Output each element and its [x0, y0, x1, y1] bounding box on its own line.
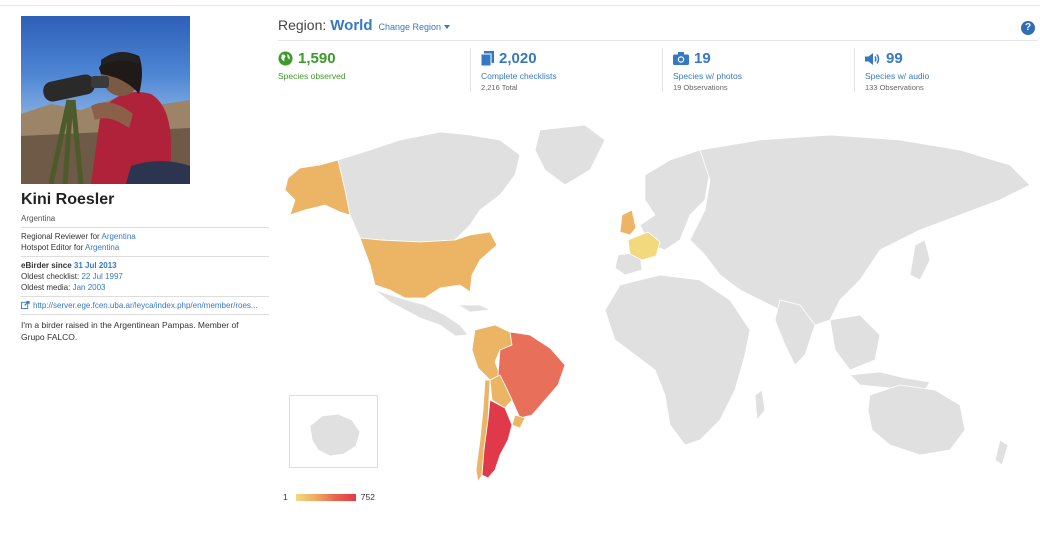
map-uk[interactable] — [619, 209, 637, 236]
map-japan[interactable] — [909, 239, 931, 281]
role-hotspot-label: Hotspot Editor for — [21, 243, 86, 252]
stat-species-photos-label: Species w/ photos — [673, 71, 742, 81]
oldest-media-link[interactable]: Jan 2003 — [72, 283, 106, 292]
legend-min: 1 — [283, 492, 288, 502]
region-label: Region: — [278, 17, 327, 33]
map-legend: 1 752 — [283, 492, 375, 502]
profile-country: Argentina — [21, 214, 269, 228]
map-antarctica[interactable] — [309, 413, 361, 457]
map-greenland[interactable] — [534, 125, 606, 186]
ebirder-since: eBirder since 31 Jul 2013 — [21, 260, 269, 271]
map-chile[interactable] — [475, 379, 491, 484]
role-reviewer-label: Regional Reviewer for — [21, 232, 102, 241]
map-south-asia[interactable] — [774, 299, 816, 366]
top-border — [0, 0, 1040, 6]
map-uruguay[interactable] — [511, 414, 526, 429]
checklist-icon — [481, 51, 494, 66]
oldest-media: Oldest media: Jan 2003 — [21, 282, 269, 293]
map-australia[interactable] — [867, 384, 966, 456]
stat-complete-checklists-number: 2,020 — [499, 50, 537, 67]
role-hotspot-link[interactable]: Argentina — [85, 243, 120, 252]
help-icon[interactable]: ? — [1021, 21, 1035, 35]
stat-species-photos-sub: 19 Observations — [673, 83, 728, 92]
oldest-checklist: Oldest checklist: 22 Jul 1997 — [21, 271, 269, 282]
map-indonesia[interactable] — [849, 371, 931, 391]
stat-complete-checklists-sub: 2,216 Total — [481, 83, 518, 92]
chevron-down-icon[interactable] — [444, 25, 451, 29]
roles-block: Regional Reviewer for Argentina Hotspot … — [21, 228, 269, 257]
header-divider — [278, 40, 1038, 41]
profile-photo — [21, 16, 190, 184]
stat-species-observed[interactable]: 1,590 Species observed — [278, 50, 346, 94]
map-usa[interactable] — [359, 231, 498, 299]
legend-color-scale — [295, 493, 356, 501]
stat-species-observed-number: 1,590 — [298, 50, 336, 67]
ebirder-since-link[interactable]: 31 Jul 2013 — [73, 261, 117, 270]
stat-separator — [470, 48, 471, 92]
legend-max: 752 — [360, 492, 375, 502]
stat-complete-checklists[interactable]: 2,020 Complete checklists 2,216 Total — [481, 50, 557, 94]
speaker-icon — [865, 52, 880, 65]
role-hotspot-editor: Hotspot Editor for Argentina — [21, 242, 269, 253]
map-canada[interactable] — [337, 131, 521, 243]
profile-sidebar: Kini Roesler Argentina Regional Reviewer… — [21, 16, 269, 343]
oldest-media-label: Oldest media: — [21, 283, 73, 292]
stat-species-observed-label: Species observed — [278, 71, 346, 81]
profile-url[interactable]: http://server.ege.fcen.uba.ar/leyca/inde… — [21, 297, 269, 315]
stat-separator — [854, 48, 855, 92]
dates-block: eBirder since 31 Jul 2013 Oldest checkli… — [21, 257, 269, 297]
map-russia[interactable] — [689, 134, 1031, 331]
oldest-checklist-label: Oldest checklist: — [21, 272, 82, 281]
oldest-checklist-link[interactable]: 22 Jul 1997 — [81, 272, 123, 281]
map-mexico[interactable] — [374, 289, 469, 337]
map-caribbean[interactable] — [456, 304, 492, 313]
world-map — [284, 125, 1031, 484]
map-africa[interactable] — [604, 274, 751, 446]
map-argentina[interactable] — [481, 399, 513, 479]
stat-species-photos-number: 19 — [694, 50, 711, 67]
map-northwest-south-america[interactable] — [471, 324, 513, 381]
map-brazil[interactable] — [497, 331, 566, 419]
stat-complete-checklists-label: Complete checklists — [481, 71, 557, 81]
map-bolivia-paraguay[interactable] — [489, 374, 513, 409]
map-southeast-asia[interactable] — [829, 314, 881, 371]
stat-species-audio-number: 99 — [886, 50, 903, 67]
map-new-zealand[interactable] — [994, 439, 1009, 466]
profile-url-text[interactable]: http://server.ege.fcen.uba.ar/leyca/inde… — [33, 301, 258, 310]
antarctica-inset — [289, 395, 378, 468]
profile-bio: I'm a birder raised in the Argentinean P… — [21, 320, 239, 342]
region-selector: Region: World Change Region — [278, 17, 451, 34]
stat-species-audio-label: Species w/ audio — [865, 71, 930, 81]
profile-name: Kini Roesler — [21, 191, 115, 208]
map-alaska[interactable] — [284, 159, 351, 216]
change-region-button[interactable]: Change Region — [378, 22, 442, 32]
stat-species-audio-sub: 133 Observations — [865, 83, 924, 92]
ebirder-since-label: eBirder since — [21, 261, 74, 270]
map-madagascar[interactable] — [754, 389, 766, 422]
camera-icon — [673, 52, 689, 65]
role-reviewer-link[interactable]: Argentina — [101, 232, 136, 241]
region-value: World — [330, 17, 373, 34]
stat-separator — [662, 48, 663, 92]
stat-species-audio[interactable]: 99 Species w/ audio 133 Observations — [865, 50, 929, 94]
role-reviewer: Regional Reviewer for Argentina — [21, 231, 269, 242]
stat-species-photos[interactable]: 19 Species w/ photos 19 Observations — [673, 50, 742, 94]
external-link-icon — [21, 301, 30, 309]
globe-icon — [278, 51, 293, 66]
map-france[interactable] — [627, 231, 661, 261]
